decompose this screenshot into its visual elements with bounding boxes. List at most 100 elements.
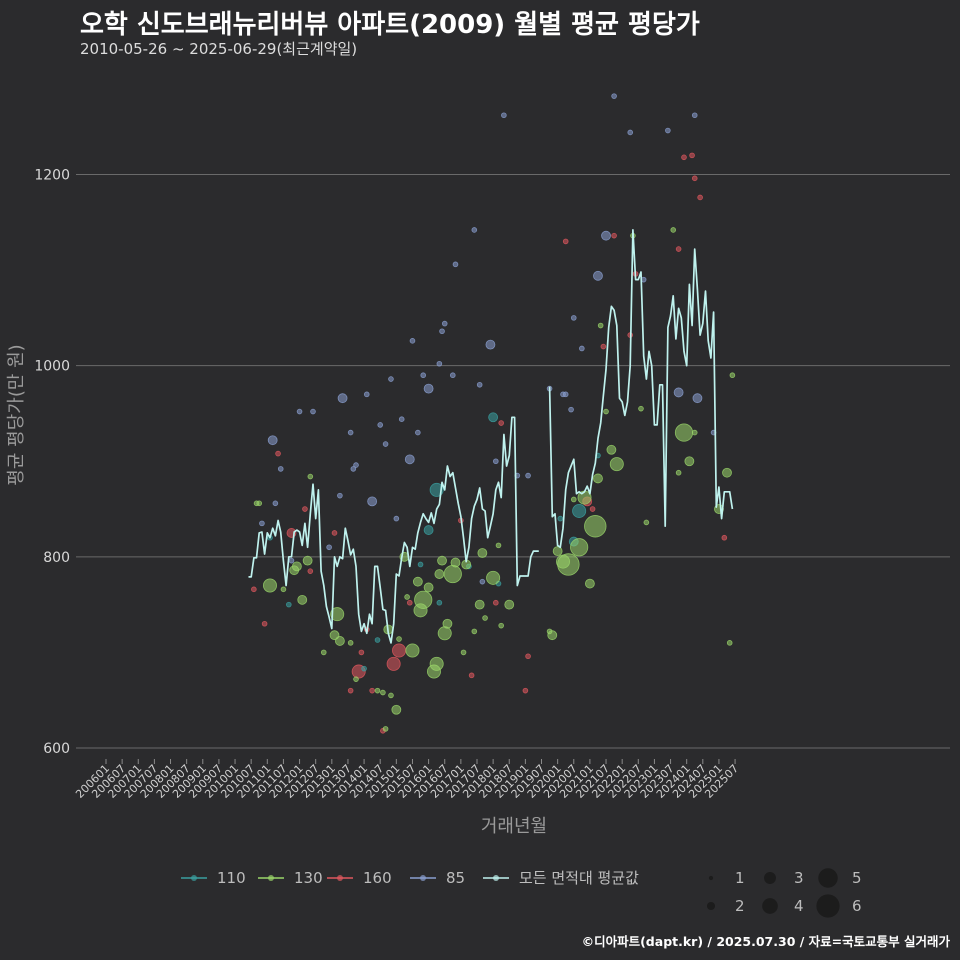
point-85 — [485, 339, 496, 350]
y-tick-label: 800 — [43, 550, 70, 566]
point-130 — [726, 640, 733, 646]
point-130 — [684, 456, 695, 467]
point-110 — [557, 515, 564, 522]
legend: 110 130 160 85 모든 면적대 평균값 1 2 3 4 5 6 — [181, 868, 862, 918]
point-130 — [256, 500, 263, 507]
point-85 — [471, 227, 478, 233]
point-85 — [601, 230, 611, 241]
point-85 — [476, 381, 483, 388]
point-160 — [468, 672, 475, 679]
point-130 — [593, 473, 603, 484]
legend-size-dot — [764, 872, 776, 884]
point-110 — [488, 412, 499, 423]
legend-label: 110 — [217, 869, 246, 887]
y-tick-label: 1000 — [34, 359, 70, 375]
legend-size-label: 5 — [852, 869, 862, 887]
average-line-group — [248, 229, 734, 644]
y-tick-label: 1200 — [34, 168, 70, 184]
point-130 — [643, 519, 650, 526]
point-160 — [261, 620, 268, 627]
legend-label: 160 — [363, 869, 392, 887]
point-85 — [277, 466, 284, 472]
point-130 — [603, 408, 609, 415]
point-160 — [675, 246, 682, 252]
point-85 — [570, 315, 577, 321]
legend-size-label: 1 — [735, 869, 745, 887]
point-85 — [363, 391, 370, 398]
legend-size-label: 2 — [735, 897, 745, 915]
point-85 — [337, 393, 348, 404]
point-130 — [670, 227, 677, 233]
point-85 — [404, 454, 415, 465]
point-130 — [547, 630, 558, 641]
point-85 — [611, 93, 617, 99]
point-110 — [572, 503, 587, 518]
point-85 — [337, 492, 343, 499]
point-160 — [721, 534, 728, 541]
point-110 — [417, 561, 424, 568]
point-85 — [288, 557, 295, 564]
point-160 — [493, 599, 499, 606]
point-130 — [691, 429, 698, 436]
point-130 — [423, 582, 434, 593]
point-85 — [479, 578, 486, 585]
point-160 — [392, 643, 407, 658]
point-85 — [382, 441, 389, 447]
point-130 — [474, 599, 485, 610]
point-85 — [350, 466, 357, 472]
point-130 — [391, 704, 402, 715]
point-110 — [361, 665, 367, 672]
point-85 — [692, 393, 703, 404]
point-130 — [557, 553, 580, 576]
average-line — [248, 416, 539, 644]
x-axis-ticks: 2006012006072007012007072008012008072009… — [73, 759, 741, 801]
y-axis-label: 평균 평당가(만 원) — [6, 344, 27, 485]
point-130 — [437, 555, 447, 566]
point-85 — [420, 372, 427, 379]
point-130 — [374, 687, 381, 694]
point-130 — [486, 570, 501, 585]
point-130 — [330, 607, 345, 622]
point-85 — [493, 458, 499, 465]
point-85 — [673, 387, 684, 398]
point-85 — [665, 127, 671, 134]
point-130 — [347, 640, 354, 646]
point-85 — [568, 406, 574, 413]
point-130 — [442, 618, 453, 629]
point-130 — [404, 594, 410, 600]
point-130 — [443, 564, 462, 584]
point-130 — [729, 372, 736, 379]
point-130 — [396, 636, 402, 642]
point-130 — [570, 538, 589, 557]
legend-label: 85 — [446, 869, 465, 887]
point-130 — [334, 636, 345, 646]
point-110 — [423, 525, 434, 535]
point-130 — [412, 576, 423, 587]
point-160 — [525, 653, 531, 660]
point-160 — [302, 506, 308, 512]
point-130 — [388, 692, 394, 699]
point-130 — [353, 676, 359, 682]
point-130 — [302, 555, 313, 566]
point-130 — [429, 656, 444, 671]
point-130 — [498, 622, 504, 629]
point-160 — [681, 154, 687, 161]
point-160 — [251, 586, 257, 593]
point-110 — [286, 601, 292, 608]
point-85 — [310, 408, 316, 415]
point-130 — [434, 569, 445, 579]
legend-size-dot — [706, 901, 716, 911]
point-160 — [562, 238, 569, 245]
point-85 — [501, 112, 507, 119]
point-85 — [439, 328, 445, 335]
legend-label: 130 — [294, 869, 323, 887]
point-85 — [562, 391, 569, 398]
legend-key-dot — [268, 875, 274, 881]
legend-size-label: 3 — [794, 869, 804, 887]
chart-title: 오학 신도브래뉴리버뷰 아파트(2009) 월별 평균 평당가 — [80, 10, 700, 40]
point-160 — [369, 687, 375, 694]
point-160 — [611, 232, 617, 239]
point-130 — [570, 496, 577, 503]
point-85 — [259, 520, 265, 527]
